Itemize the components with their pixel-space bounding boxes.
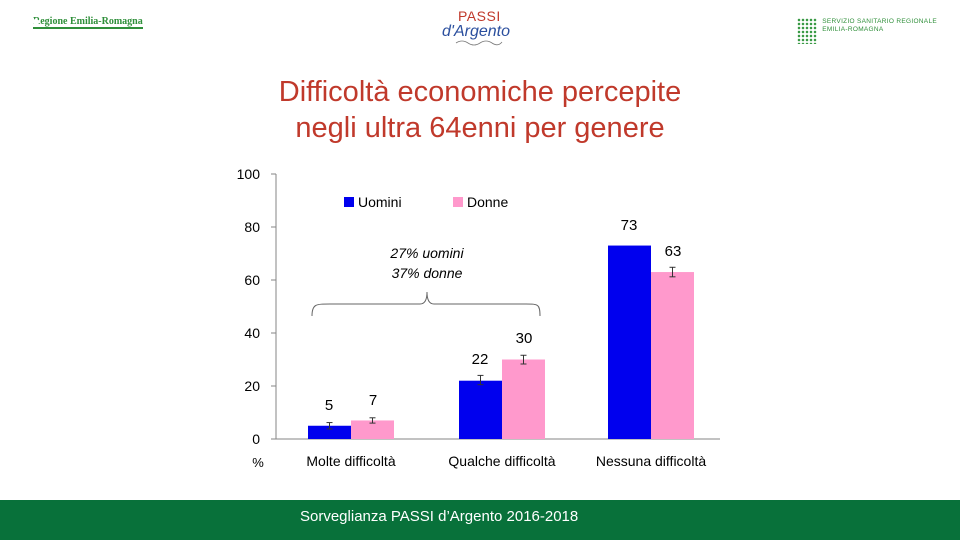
x-tick-label: Nessuna difficoltà	[596, 453, 706, 469]
footer-bar: Sorveglianza PASSI d’Argento 2016-2018	[0, 500, 960, 540]
passi-argento-logo: PASSI d'Argento	[438, 8, 518, 48]
bar-uomini	[608, 245, 651, 439]
servizio-sanitario-logo: SERVIZIO SANITARIO REGIONALE EMILIA-ROMA…	[797, 18, 937, 44]
bar-chart: 0 20 40 60 80 100% Molte difficoltà Qualche dif…	[237, 166, 720, 470]
bar-donne	[351, 420, 394, 439]
y-tick-label: 100	[237, 166, 261, 182]
regione-emilia-romagna-logo: Regione Emilia-Romagna	[30, 13, 143, 31]
data-label: 63	[665, 243, 682, 260]
data-label: 7	[369, 392, 377, 409]
annotation-brace	[311, 291, 541, 317]
data-label: 5	[325, 397, 333, 414]
bar-donne	[651, 272, 694, 439]
y-axis-unit-label: %	[252, 455, 264, 470]
y-tick-label: 20	[244, 378, 260, 394]
data-label: 22	[472, 351, 489, 368]
x-tick-label: Qualche difficoltà	[448, 453, 555, 469]
ssr-logo-icon	[797, 18, 818, 44]
argento-logo-text: d'Argento	[442, 23, 510, 40]
y-tick-label: 80	[244, 219, 260, 235]
y-tick-label: 60	[244, 272, 260, 288]
legend-label-uomini: Uomini	[358, 194, 402, 210]
page-title: Difficoltà economiche percepite negli ul…	[0, 74, 960, 146]
annotation-line-2: 37% donne	[392, 265, 463, 281]
ssr-logo-text: SERVIZIO SANITARIO REGIONALE EMILIA-ROMA…	[822, 18, 937, 33]
x-tick-label: Molte difficoltà	[306, 453, 395, 469]
legend-swatch-uomini	[344, 197, 354, 207]
y-tick-label: 40	[244, 325, 260, 341]
passi-logo-text: PASSI	[458, 8, 501, 24]
regione-logo-text: Regione Emilia-Romagna	[33, 15, 143, 29]
bar-donne	[502, 359, 545, 439]
passi-logo-tagline-mark	[455, 40, 503, 46]
legend-label-donne: Donne	[467, 194, 508, 210]
bar-uomini	[459, 380, 502, 439]
footer-text: Sorveglianza PASSI d’Argento 2016-2018	[300, 508, 579, 525]
y-tick-label: 0	[252, 431, 260, 447]
title-line-2: negli ultra 64enni per genere	[295, 112, 665, 144]
data-label: 73	[621, 217, 638, 234]
annotation-line-1: 27% uomini	[389, 245, 464, 261]
legend-swatch-donne	[453, 197, 463, 207]
bar-uomini	[308, 425, 351, 439]
data-label: 30	[516, 330, 533, 347]
title-line-1: Difficoltà economiche percepite	[278, 76, 682, 108]
